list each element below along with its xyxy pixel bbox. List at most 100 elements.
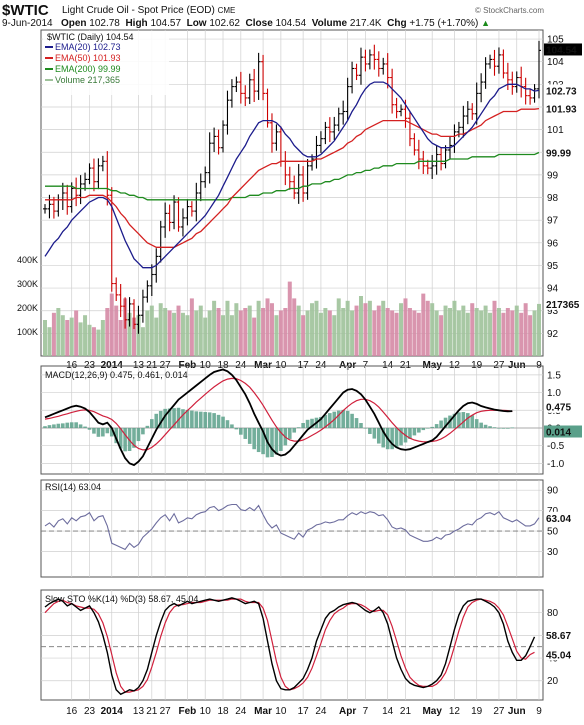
price-bar — [496, 47, 501, 74]
volume-bar — [212, 300, 217, 356]
volume-bar — [407, 308, 412, 356]
macd-histogram-bar — [154, 413, 159, 428]
price-bar — [345, 77, 350, 121]
macd-histogram-bar — [310, 418, 314, 428]
price-ytick-label: 96 — [547, 238, 559, 249]
volume-bar — [203, 317, 208, 356]
macd-panel-frame — [40, 365, 544, 475]
price-legend-item: Volume 217,365 — [55, 75, 120, 85]
volume-bar — [372, 310, 377, 356]
volume-bar — [447, 308, 452, 356]
price-bar — [332, 116, 337, 141]
volume-bar — [412, 310, 417, 356]
volume-bar — [403, 298, 408, 356]
macd-histogram-bar — [145, 425, 150, 428]
volume-bar — [198, 305, 203, 356]
price-bar — [296, 164, 301, 204]
volume-bar — [514, 305, 519, 356]
price-legend-item: EMA(50) 101.93 — [55, 53, 121, 63]
sto-d-last-tag-label: 45.04 — [546, 650, 571, 661]
macd-histogram-bar — [390, 427, 394, 450]
macd-line — [44, 368, 513, 467]
volume-bar — [229, 315, 234, 356]
volume-bar — [207, 310, 212, 356]
price-bar — [336, 107, 341, 132]
price-bar — [363, 49, 368, 72]
price-bar — [247, 73, 252, 105]
price-bar — [43, 204, 47, 214]
volume-bar — [269, 303, 274, 356]
macd-histogram-bar — [65, 422, 70, 428]
volume-bar — [47, 327, 52, 356]
price-last-tag-label: 104.54 — [546, 45, 577, 56]
macd-histogram-bar — [123, 427, 127, 452]
macd-histogram-bar — [319, 416, 323, 428]
volume-bar — [301, 315, 306, 356]
macd-histogram-bar — [87, 427, 92, 430]
bottom-x-tick-label: 24 — [315, 706, 327, 717]
volume-bar — [221, 315, 226, 356]
price-bar — [127, 297, 132, 327]
price-bar — [203, 166, 208, 188]
macd-histogram-bar — [61, 423, 65, 428]
macd-histogram-bar — [492, 427, 497, 428]
price-bar — [354, 63, 359, 81]
volume-bar — [452, 300, 457, 356]
low-label: Low — [186, 18, 207, 29]
price-bar — [537, 40, 541, 99]
volume-bar — [100, 320, 105, 356]
high-value: 104.57 — [150, 18, 182, 29]
macd-histogram-bar — [483, 424, 488, 428]
macd-histogram-bar — [510, 427, 515, 429]
volume-tick-label: 100K — [17, 327, 38, 337]
macd-histogram-bar — [363, 427, 368, 429]
macd-histogram-bar — [43, 426, 47, 428]
open-value: 102.78 — [89, 18, 120, 29]
ema200-last-tag-box — [544, 146, 582, 159]
volume-bar — [132, 317, 137, 356]
volume-bar — [488, 312, 493, 356]
price-bar — [501, 49, 506, 79]
macd-histogram-bar — [150, 419, 154, 428]
sto-ytick-label: 20 — [547, 676, 559, 687]
volume-bar — [238, 310, 243, 356]
price-bar — [434, 145, 439, 175]
macd-histogram-bar — [452, 413, 457, 428]
price-bar — [274, 124, 279, 151]
volume-bar — [287, 281, 292, 356]
macd-histogram-bar — [158, 410, 163, 428]
bottom-x-tick-label: Jun — [508, 706, 526, 717]
macd-histogram-bar — [345, 410, 350, 428]
macd-histogram-bar — [279, 427, 283, 451]
ema200-last-tag-label: 99.99 — [546, 148, 571, 159]
macd-histogram-bar — [109, 427, 114, 437]
bottom-x-tick-label: 19 — [471, 706, 483, 717]
macd-histogram-bar — [92, 427, 96, 434]
price-panel-frame — [40, 29, 544, 357]
volume-bar — [510, 310, 515, 356]
price-ytick-label: 98 — [547, 193, 559, 204]
macd-histogram-bar — [172, 408, 176, 428]
macd-histogram-bar — [247, 427, 252, 444]
volume-tick-label: 400K — [17, 255, 38, 265]
macd-histogram-bar — [198, 411, 203, 428]
price-bar — [301, 166, 306, 202]
price-bar — [261, 54, 266, 101]
price-bar — [198, 173, 203, 202]
macd-histogram-bar — [506, 427, 510, 429]
price-bar — [421, 150, 426, 174]
volume-bar — [501, 312, 506, 356]
macd-histogram-bar — [96, 427, 101, 437]
price-bar — [185, 199, 190, 226]
macd-histogram-bar — [292, 427, 297, 433]
rsi-last-tag-label: 63.04 — [546, 514, 571, 525]
sto-k-last-tag-box — [544, 628, 582, 641]
price-bar — [158, 220, 163, 263]
macd-histogram-bar — [52, 424, 56, 428]
volume-bar — [149, 305, 154, 356]
rsi-line — [44, 503, 540, 551]
volume-bar — [296, 305, 301, 356]
price-bar — [234, 76, 239, 93]
